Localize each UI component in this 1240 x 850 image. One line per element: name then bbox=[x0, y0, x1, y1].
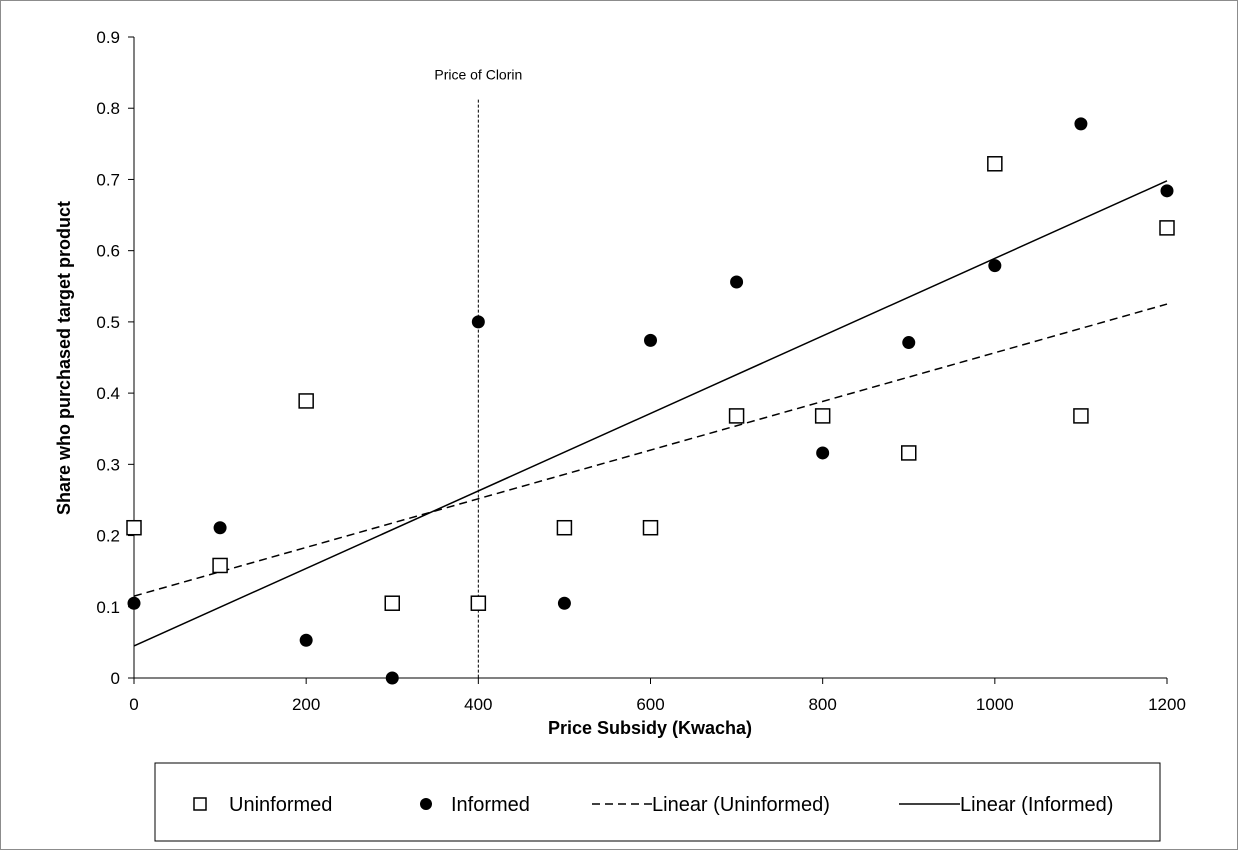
point-uninformed bbox=[1159, 220, 1175, 236]
x-axis-title: Price Subsidy (Kwacha) bbox=[548, 718, 752, 738]
legend-label-informed: Informed bbox=[451, 794, 530, 816]
point-informed bbox=[816, 446, 830, 460]
point-uninformed bbox=[814, 408, 831, 424]
x-axis-ticks: 0 200 400 600 800 1000 1200 bbox=[129, 678, 1186, 714]
y-tick-label: 0 bbox=[111, 669, 120, 688]
point-informed bbox=[471, 315, 485, 329]
point-uninformed bbox=[212, 557, 228, 574]
data-points-layer bbox=[126, 117, 1175, 685]
trendline-linear-uninformed bbox=[133, 303, 1168, 597]
point-uninformed bbox=[384, 595, 400, 611]
point-informed bbox=[1160, 184, 1174, 198]
x-tick-label: 0 bbox=[129, 695, 138, 714]
point-uninformed bbox=[556, 519, 573, 536]
trendline-linear-informed bbox=[133, 180, 1168, 647]
y-axis-title: Share who purchased target product bbox=[54, 201, 74, 515]
point-informed bbox=[557, 596, 571, 610]
point-informed bbox=[644, 333, 657, 347]
point-uninformed bbox=[470, 595, 487, 611]
point-informed bbox=[213, 521, 227, 535]
point-uninformed bbox=[901, 445, 917, 461]
x-tick-label: 600 bbox=[636, 695, 664, 714]
annotation-layer: Price of Clorin bbox=[434, 67, 522, 678]
legend-label-linear-uninformed: Linear (Uninformed) bbox=[652, 794, 830, 816]
y-tick-label: 0.6 bbox=[96, 242, 120, 261]
point-informed bbox=[385, 671, 399, 685]
y-tick-label: 0.4 bbox=[96, 384, 120, 403]
point-uninformed bbox=[728, 408, 745, 424]
legend-marker-informed bbox=[420, 798, 432, 810]
y-tick-label: 0.9 bbox=[96, 28, 120, 47]
x-tick-label: 800 bbox=[808, 695, 836, 714]
point-informed bbox=[902, 336, 916, 350]
y-axis-ticks: 0 0.1 0.2 0.3 0.4 0.5 0.6 0.7 0.8 0.9 bbox=[96, 28, 134, 688]
y-tick-label: 0.1 bbox=[96, 598, 120, 617]
legend-label-linear-informed: Linear (Informed) bbox=[960, 794, 1113, 816]
price-of-clorin-label: Price of Clorin bbox=[434, 67, 522, 83]
y-tick-label: 0.8 bbox=[96, 99, 120, 118]
point-uninformed bbox=[1073, 408, 1089, 424]
point-informed bbox=[299, 633, 313, 647]
point-informed bbox=[1074, 117, 1088, 131]
y-tick-label: 0.2 bbox=[96, 527, 120, 546]
x-tick-label: 1000 bbox=[976, 695, 1014, 714]
point-informed bbox=[127, 596, 141, 610]
trendline-layer bbox=[133, 180, 1168, 647]
point-informed bbox=[730, 275, 744, 289]
y-tick-label: 0.7 bbox=[96, 170, 120, 189]
point-uninformed bbox=[298, 393, 314, 409]
legend-marker-uninformed bbox=[193, 797, 207, 811]
y-tick-label: 0.3 bbox=[96, 455, 120, 474]
y-tick-label: 0.5 bbox=[96, 313, 120, 332]
point-informed bbox=[988, 259, 1002, 273]
legend-label-uninformed: Uninformed bbox=[229, 794, 332, 816]
x-tick-label: 400 bbox=[464, 695, 492, 714]
x-tick-label: 1200 bbox=[1148, 695, 1186, 714]
x-tick-label: 200 bbox=[292, 695, 320, 714]
point-uninformed bbox=[987, 156, 1003, 172]
point-uninformed bbox=[126, 519, 142, 536]
legend-box bbox=[154, 762, 1161, 842]
point-uninformed bbox=[642, 519, 659, 536]
legend: Uninformed Informed Linear (Uninformed) … bbox=[154, 762, 1161, 842]
